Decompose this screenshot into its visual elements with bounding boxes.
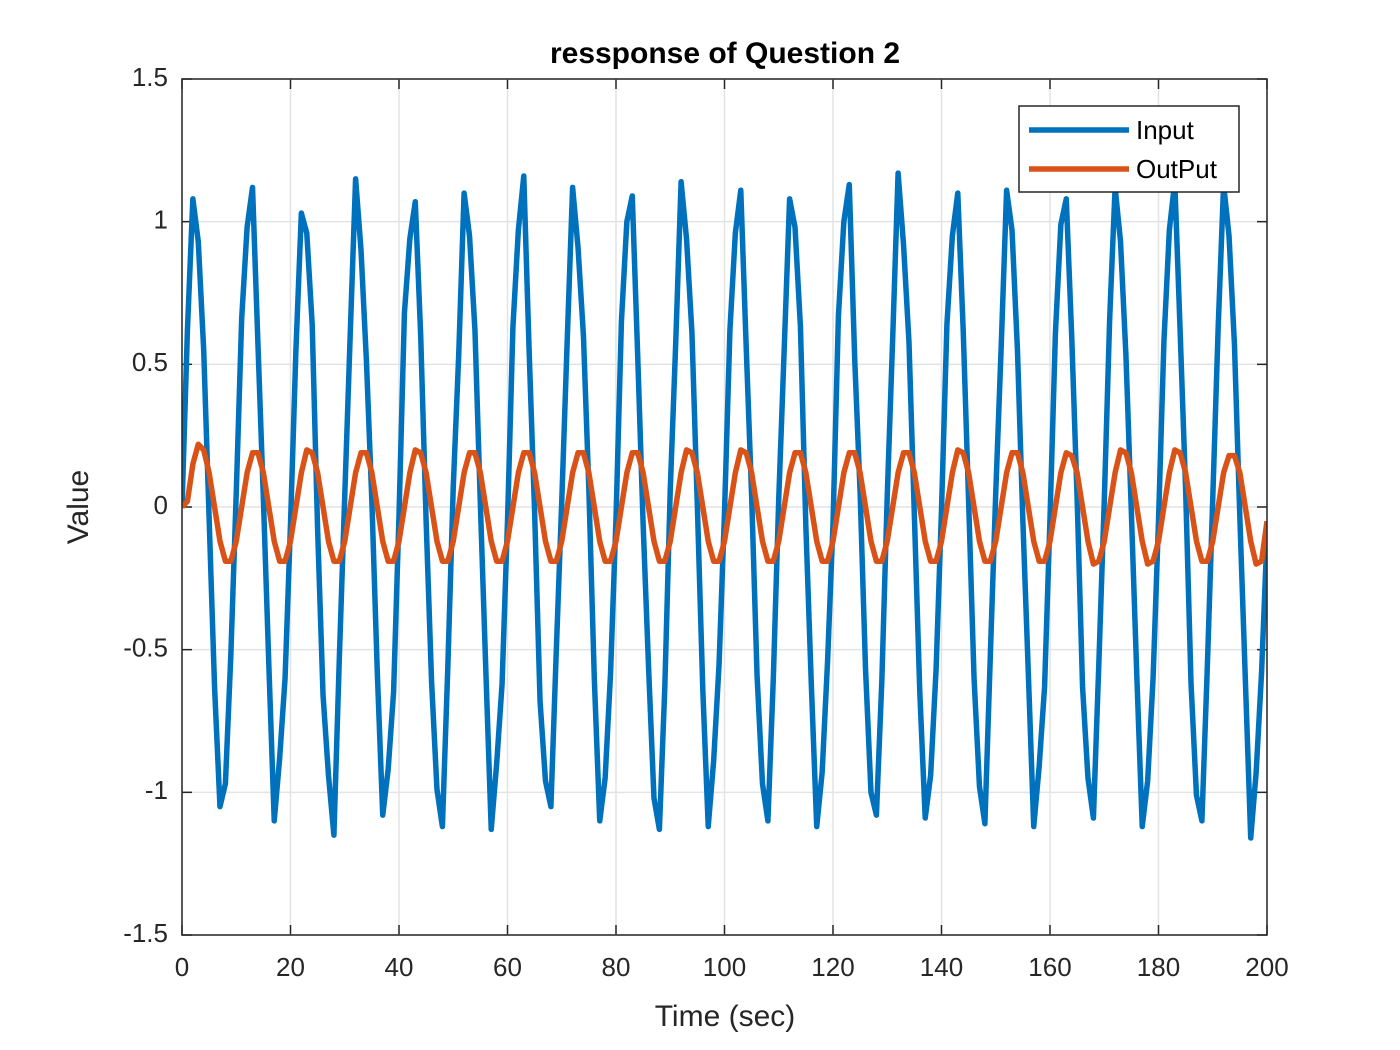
y-tick-label: 1.5 [132,62,168,92]
x-tick-label: 80 [602,952,631,982]
y-tick-label: -0.5 [123,633,168,663]
plot-frame [181,78,1268,936]
x-tick-label: 40 [385,952,414,982]
x-tick-label: 140 [920,952,963,982]
legend-label: OutPut [1136,154,1218,184]
x-tick-label: 120 [811,952,854,982]
chart-title: ressponse of Question 2 [550,37,900,70]
x-tick-label: 160 [1028,952,1071,982]
x-tick-label: 60 [493,952,522,982]
x-axis-label: Time (sec) [655,1000,796,1033]
legend-box [1018,105,1240,193]
y-tick-label: -1.5 [123,918,168,948]
x-tick-label: 100 [703,952,746,982]
data-line [182,170,1267,841]
x-tick-label: 20 [276,952,305,982]
x-tick-label: 200 [1245,952,1288,982]
x-tick-label: 0 [175,952,189,982]
x-tick-label: 180 [1137,952,1180,982]
y-axis-label: Value [62,470,95,545]
legend-label: Input [1136,115,1195,145]
y-tick-label: -1 [145,775,168,805]
y-tick-label: 0 [154,490,168,520]
data-line [182,441,1267,567]
y-tick-label: 0.5 [132,347,168,377]
y-tick-label: 1 [154,205,168,235]
